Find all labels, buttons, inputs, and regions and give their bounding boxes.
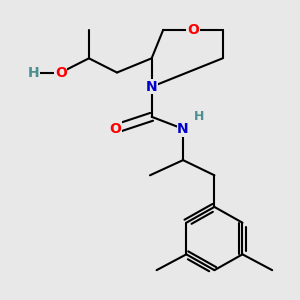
Text: N: N	[146, 80, 158, 94]
Text: O: O	[55, 65, 67, 80]
Text: H: H	[28, 65, 40, 80]
Text: N: N	[177, 122, 189, 136]
Text: H: H	[194, 110, 205, 123]
Text: O: O	[110, 122, 121, 136]
Text: O: O	[187, 23, 199, 37]
